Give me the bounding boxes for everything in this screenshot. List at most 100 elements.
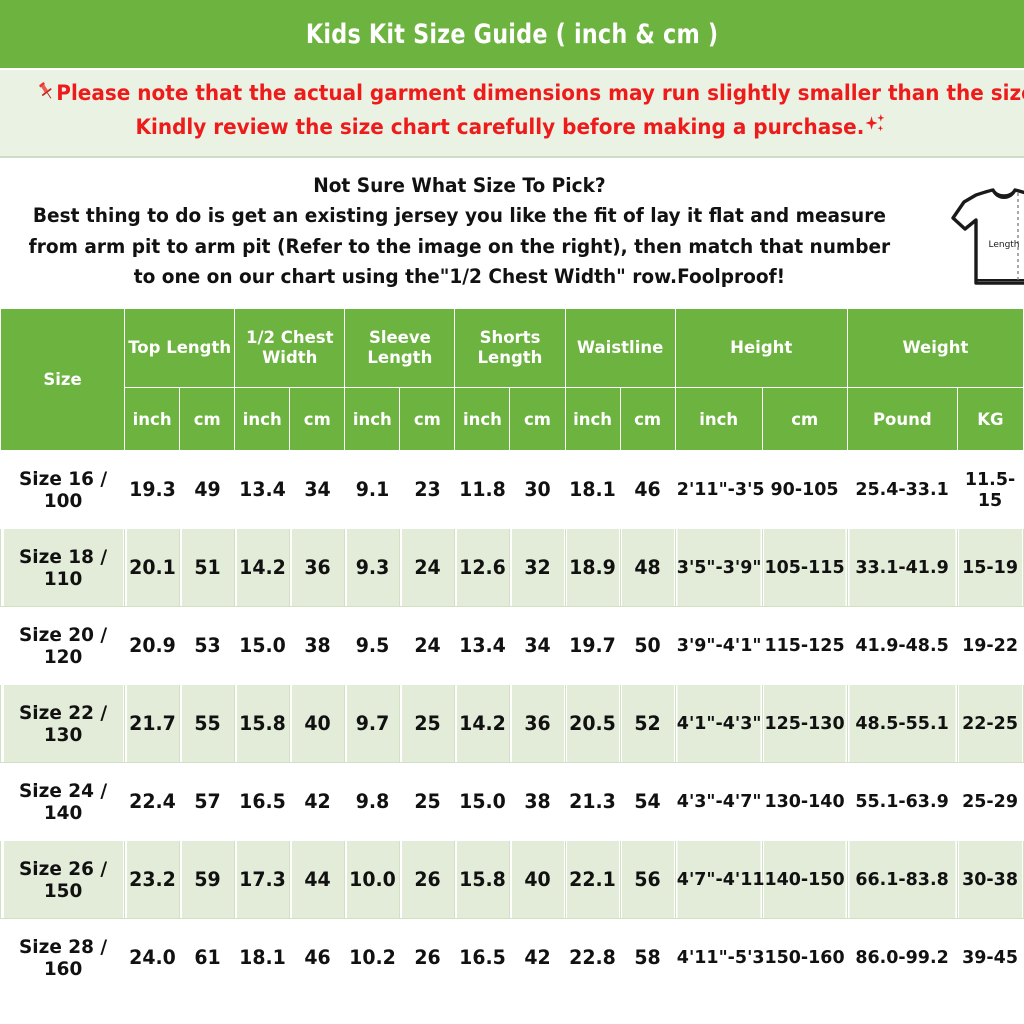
unit-height-cm: cm — [761, 387, 848, 452]
unit-weight-pound: Pound — [846, 387, 958, 452]
cell-weight-lb: 86.0-99.2 — [848, 918, 957, 998]
cell-height-in: 3'9"-4'1" — [675, 606, 762, 686]
unit-height-inch: inch — [674, 387, 763, 452]
unit-chest-cm: cm — [289, 387, 346, 452]
intro-heading: Not Sure What Size To Pick? — [313, 173, 606, 197]
cell-height-in: 3'5"-3'9" — [675, 528, 762, 608]
cell-top-length-in: 20.9 — [124, 606, 180, 686]
note-band: Please note that the actual garment dime… — [0, 70, 1024, 159]
cell-chest-cm: 34 — [290, 450, 345, 530]
cell-waist-cm: 48 — [620, 528, 675, 608]
cell-size: Size 28 / 160 — [1, 918, 124, 998]
cell-weight-kg: 25-29 — [957, 762, 1023, 842]
header-shorts-length: Shorts Length — [454, 308, 566, 389]
cell-height-in: 4'11"-5'3" — [675, 918, 774, 998]
cell-waist-cm: 58 — [620, 918, 675, 998]
cell-waist-cm: 56 — [620, 840, 675, 920]
table-row: Size 20 / 120 20.9 53 15.0 38 9.5 24 13.4 34 19.7… — [1, 606, 1024, 686]
cell-shorts-in: 14.2 — [455, 684, 510, 764]
cell-height-in: 4'3"-4'7" — [675, 762, 762, 842]
cell-top-length-cm: 61 — [179, 918, 235, 998]
unit-shorts-cm: cm — [509, 387, 566, 452]
size-table: Size Top Length 1/2 Chest Width Sleeve L… — [0, 308, 1024, 998]
cell-shorts-cm: 40 — [510, 840, 565, 920]
cell-sleeve-cm: 25 — [400, 684, 455, 764]
cell-shorts-in: 15.0 — [455, 762, 510, 842]
unit-chest-inch: inch — [234, 387, 291, 452]
cell-height-cm: 115-125 — [763, 606, 847, 686]
cell-chest-cm: 40 — [290, 684, 345, 764]
cell-top-length-cm: 59 — [179, 840, 235, 920]
cell-weight-kg: 11.5-15 — [957, 450, 1023, 530]
header-weight: Weight — [846, 308, 1024, 389]
table-row: Size 18 / 110 20.1 51 14.2 36 9.3 24 12.6 32 18.9… — [1, 528, 1024, 608]
note-text-1: Please note that the actual garment dime… — [56, 81, 1024, 106]
cell-weight-lb: 41.9-48.5 — [848, 606, 957, 686]
cell-waist-cm: 54 — [620, 762, 675, 842]
cell-waist-cm: 50 — [620, 606, 675, 686]
intro-text: Not Sure What Size To Pick? Best thing t… — [0, 174, 919, 293]
cell-weight-lb: 33.1-41.9 — [848, 528, 957, 608]
intro-band: Not Sure What Size To Pick? Best thing t… — [0, 158, 1024, 309]
cell-waist-in: 21.3 — [565, 762, 620, 842]
title-band: Kids Kit Size Guide ( inch & cm ) — [0, 0, 1024, 70]
cell-height-cm: 140-150 — [763, 840, 847, 920]
cell-sleeve-cm: 24 — [400, 528, 455, 608]
unit-sleeve-inch: inch — [344, 387, 401, 452]
cell-chest-in: 17.3 — [235, 840, 290, 920]
cell-top-length-in: 22.4 — [124, 762, 180, 842]
tshirt-diagram: Length — [919, 171, 1024, 297]
cell-height-cm: 125-130 — [763, 684, 847, 764]
cell-top-length-in: 20.1 — [124, 528, 180, 608]
cell-size: Size 18 / 110 — [1, 528, 124, 608]
cell-size: Size 24 / 140 — [1, 762, 124, 842]
note-text-2: Kindly review the size chart carefully b… — [135, 114, 865, 140]
header-height: Height — [674, 308, 848, 389]
cell-sleeve-in: 10.2 — [345, 918, 400, 998]
cell-weight-kg: 15-19 — [957, 528, 1023, 608]
cell-chest-cm: 36 — [290, 528, 345, 608]
unit-waist-cm: cm — [619, 387, 676, 452]
cell-waist-cm: 46 — [620, 450, 675, 530]
cell-weight-lb: 66.1-83.8 — [848, 840, 957, 920]
cell-shorts-cm: 42 — [510, 918, 565, 998]
unit-header-row: inch cm inch cm inch cm inch cm inch cm … — [1, 387, 1024, 452]
header-size: Size — [0, 308, 126, 452]
table-row: Size 28 / 160 24.0 61 18.1 46 10.2 26 16.5 42 22.… — [1, 918, 1024, 998]
cell-shorts-in: 15.8 — [455, 840, 510, 920]
cell-waist-cm: 52 — [620, 684, 675, 764]
pushpin-icon — [36, 80, 56, 112]
cell-height-in: 4'1"-4'3" — [675, 684, 762, 764]
table-row: Size 26 / 150 23.2 59 17.3 44 10.0 26 15.8 40 22.… — [1, 840, 1024, 920]
cell-sleeve-cm: 26 — [400, 840, 455, 920]
cell-waist-in: 20.5 — [565, 684, 620, 764]
table-row: Size 22 / 130 21.7 55 15.8 40 9.7 25 14.2 36 20.5… — [1, 684, 1024, 764]
cell-sleeve-cm: 25 — [400, 762, 455, 842]
cell-chest-cm: 46 — [290, 918, 345, 998]
cell-size: Size 16 / 100 — [1, 450, 124, 530]
cell-sleeve-in: 10.0 — [345, 840, 400, 920]
table-body: Size 16 / 100 19.3 49 13.4 34 9.1 23 11.8 30 18.1… — [1, 450, 1024, 998]
cell-shorts-cm: 30 — [510, 450, 565, 530]
header-top-length: Top Length — [124, 308, 236, 389]
cell-weight-kg: 22-25 — [957, 684, 1023, 764]
cell-top-length-cm: 51 — [179, 528, 235, 608]
cell-top-length-cm: 49 — [179, 450, 235, 530]
cell-sleeve-cm: 23 — [400, 450, 455, 530]
cell-sleeve-cm: 26 — [400, 918, 455, 998]
cell-sleeve-in: 9.7 — [345, 684, 400, 764]
cell-shorts-in: 12.6 — [455, 528, 510, 608]
cell-height-in: 2'11"-3'5" — [675, 450, 774, 530]
cell-weight-kg: 19-22 — [957, 606, 1023, 686]
header-waistline: Waistline — [564, 308, 676, 389]
cell-chest-in: 15.8 — [235, 684, 290, 764]
note-line-2: Kindly review the size chart carefully b… — [36, 112, 988, 146]
cell-top-length-in: 21.7 — [124, 684, 180, 764]
unit-top-length-inch: inch — [124, 387, 181, 452]
cell-top-length-cm: 57 — [179, 762, 235, 842]
cell-height-cm: 130-140 — [763, 762, 847, 842]
unit-top-length-cm: cm — [179, 387, 236, 452]
unit-sleeve-cm: cm — [399, 387, 456, 452]
cell-weight-lb: 48.5-55.1 — [848, 684, 957, 764]
